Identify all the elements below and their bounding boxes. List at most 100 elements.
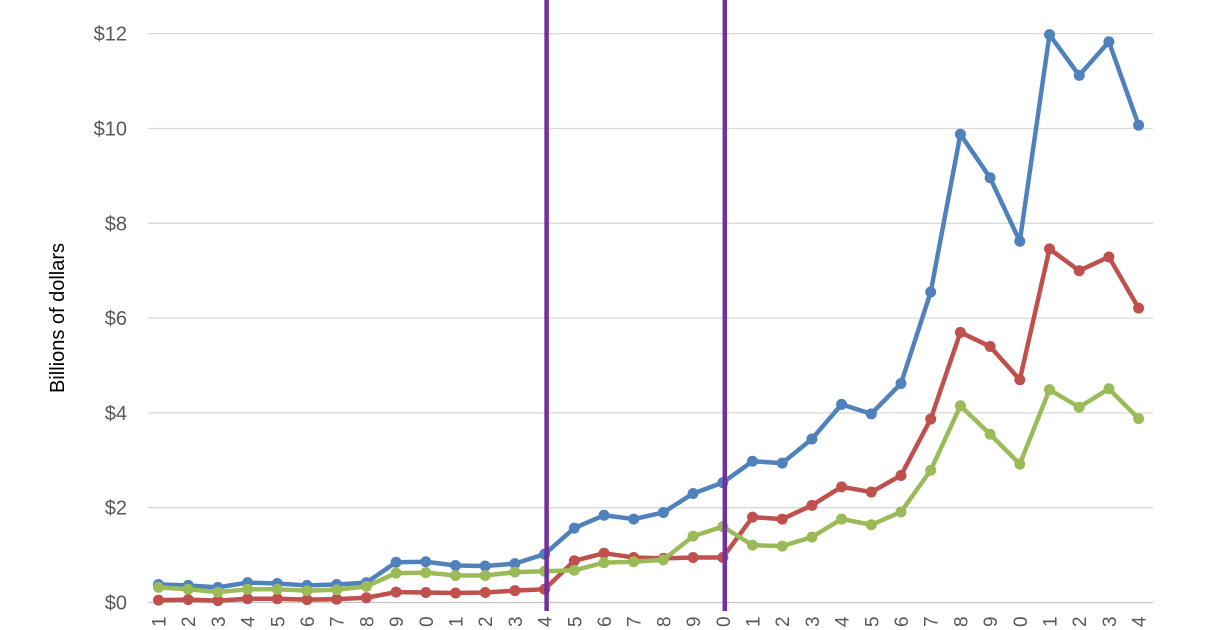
- series-blue-point: [450, 560, 461, 572]
- series-green-point: [925, 464, 937, 476]
- x-tick-label: 4: [833, 616, 854, 627]
- series-red-point: [1014, 374, 1026, 386]
- series-green-point: [301, 585, 313, 597]
- y-tick-label: $8: [105, 213, 127, 235]
- series-red-point: [301, 594, 313, 606]
- series-blue-point: [390, 556, 402, 568]
- y-tick-label: $2: [105, 498, 127, 520]
- series-green-point: [450, 569, 461, 581]
- y-axis-tick-labels: $0 $2 $4 $6 $8 $10 $12: [94, 24, 127, 615]
- x-tick-label: 4: [239, 616, 260, 627]
- series-green-point: [420, 567, 432, 579]
- series-blue-point: [687, 487, 699, 499]
- x-tick-label: 2: [179, 616, 200, 627]
- series-red-point: [479, 587, 491, 599]
- series-green-point: [984, 428, 996, 440]
- series-red-point: [182, 594, 194, 606]
- x-tick-label: 4: [1130, 616, 1151, 627]
- y-tick-label: $12: [94, 24, 127, 46]
- series-green-point: [1044, 384, 1055, 396]
- series-blue-point: [895, 378, 907, 390]
- y-tick-label: $10: [94, 119, 127, 141]
- series-red-point: [925, 413, 937, 425]
- series-green-point: [271, 583, 283, 595]
- series-green-point: [806, 531, 818, 543]
- series-red-point: [509, 585, 521, 597]
- series-red-point: [242, 593, 254, 605]
- x-tick-label: 5: [268, 616, 289, 627]
- x-tick-label: 0: [417, 616, 438, 627]
- series-green-point: [687, 530, 699, 542]
- series-green-point: [242, 583, 254, 595]
- x-tick-label: 0: [1011, 616, 1032, 627]
- x-tick-label: 9: [684, 616, 705, 627]
- series-blue-line: [156, 32, 1141, 590]
- data-series: [153, 29, 1145, 607]
- x-tick-label: 0: [714, 616, 735, 627]
- x-tick-label: 3: [803, 616, 824, 627]
- series-blue-point: [1044, 29, 1055, 41]
- series-red-point: [331, 593, 343, 605]
- x-tick-label: 4: [536, 616, 557, 627]
- series-green-point: [182, 583, 194, 595]
- series-green-point: [390, 567, 402, 579]
- series-green-line: [156, 386, 1141, 595]
- y-tick-label: $6: [105, 308, 127, 330]
- series-red-point: [865, 486, 877, 498]
- vertical-marker-lines: [544, 0, 728, 611]
- series-red-point: [895, 469, 907, 481]
- x-tick-label: 3: [209, 616, 230, 627]
- series-green-point: [628, 556, 640, 568]
- series-red-point: [420, 587, 432, 599]
- series-blue-point: [836, 398, 848, 410]
- x-tick-label: 9: [387, 616, 408, 627]
- series-red-point: [836, 481, 848, 493]
- x-tick-label: 1: [150, 616, 171, 627]
- x-tick-label: 7: [922, 616, 943, 627]
- series-blue-point: [479, 560, 491, 572]
- series-blue-point: [1103, 36, 1115, 48]
- series-red-point: [450, 587, 461, 599]
- series-blue-point: [628, 513, 640, 525]
- x-tick-label: 2: [476, 616, 497, 627]
- series-blue-point: [865, 408, 877, 420]
- series-green-point: [1014, 458, 1026, 470]
- series-red-point: [153, 594, 164, 606]
- series-green-point: [360, 580, 372, 592]
- series-red-point: [598, 547, 610, 559]
- series-green-point: [657, 554, 669, 566]
- series-red-point: [390, 586, 402, 598]
- series-green-point: [895, 506, 907, 518]
- series-red-point: [212, 595, 224, 607]
- series-red-point: [1103, 251, 1115, 263]
- x-tick-label: 5: [862, 616, 883, 627]
- series-blue-point: [568, 522, 580, 534]
- series-green-point: [747, 539, 758, 551]
- x-tick-label: 1: [1041, 616, 1062, 627]
- y-tick-label: $0: [105, 593, 127, 615]
- x-tick-label: 5: [565, 616, 586, 627]
- series-green-point: [776, 540, 788, 552]
- x-tick-label: 6: [595, 616, 616, 627]
- x-tick-label: 1: [447, 616, 468, 627]
- series-green-point: [836, 513, 848, 525]
- x-tick-label: 3: [506, 616, 527, 627]
- series-blue-point: [747, 455, 758, 467]
- y-axis-title: Billions of dollars: [47, 243, 69, 393]
- series-green-point: [1103, 383, 1115, 395]
- series-green-point: [153, 581, 164, 593]
- series-red-point: [747, 511, 758, 523]
- series-blue-point: [1073, 69, 1085, 81]
- series-red-point: [1073, 265, 1085, 277]
- series-blue-point: [776, 457, 788, 469]
- x-tick-label: 9: [981, 616, 1002, 627]
- series-blue-point: [925, 286, 937, 298]
- series-green-point: [331, 584, 343, 596]
- x-tick-label: 3: [1100, 616, 1121, 627]
- series-green-point: [954, 400, 966, 412]
- series-blue-point: [1133, 119, 1145, 131]
- series-red-point: [776, 513, 788, 525]
- series-blue-point: [509, 558, 521, 570]
